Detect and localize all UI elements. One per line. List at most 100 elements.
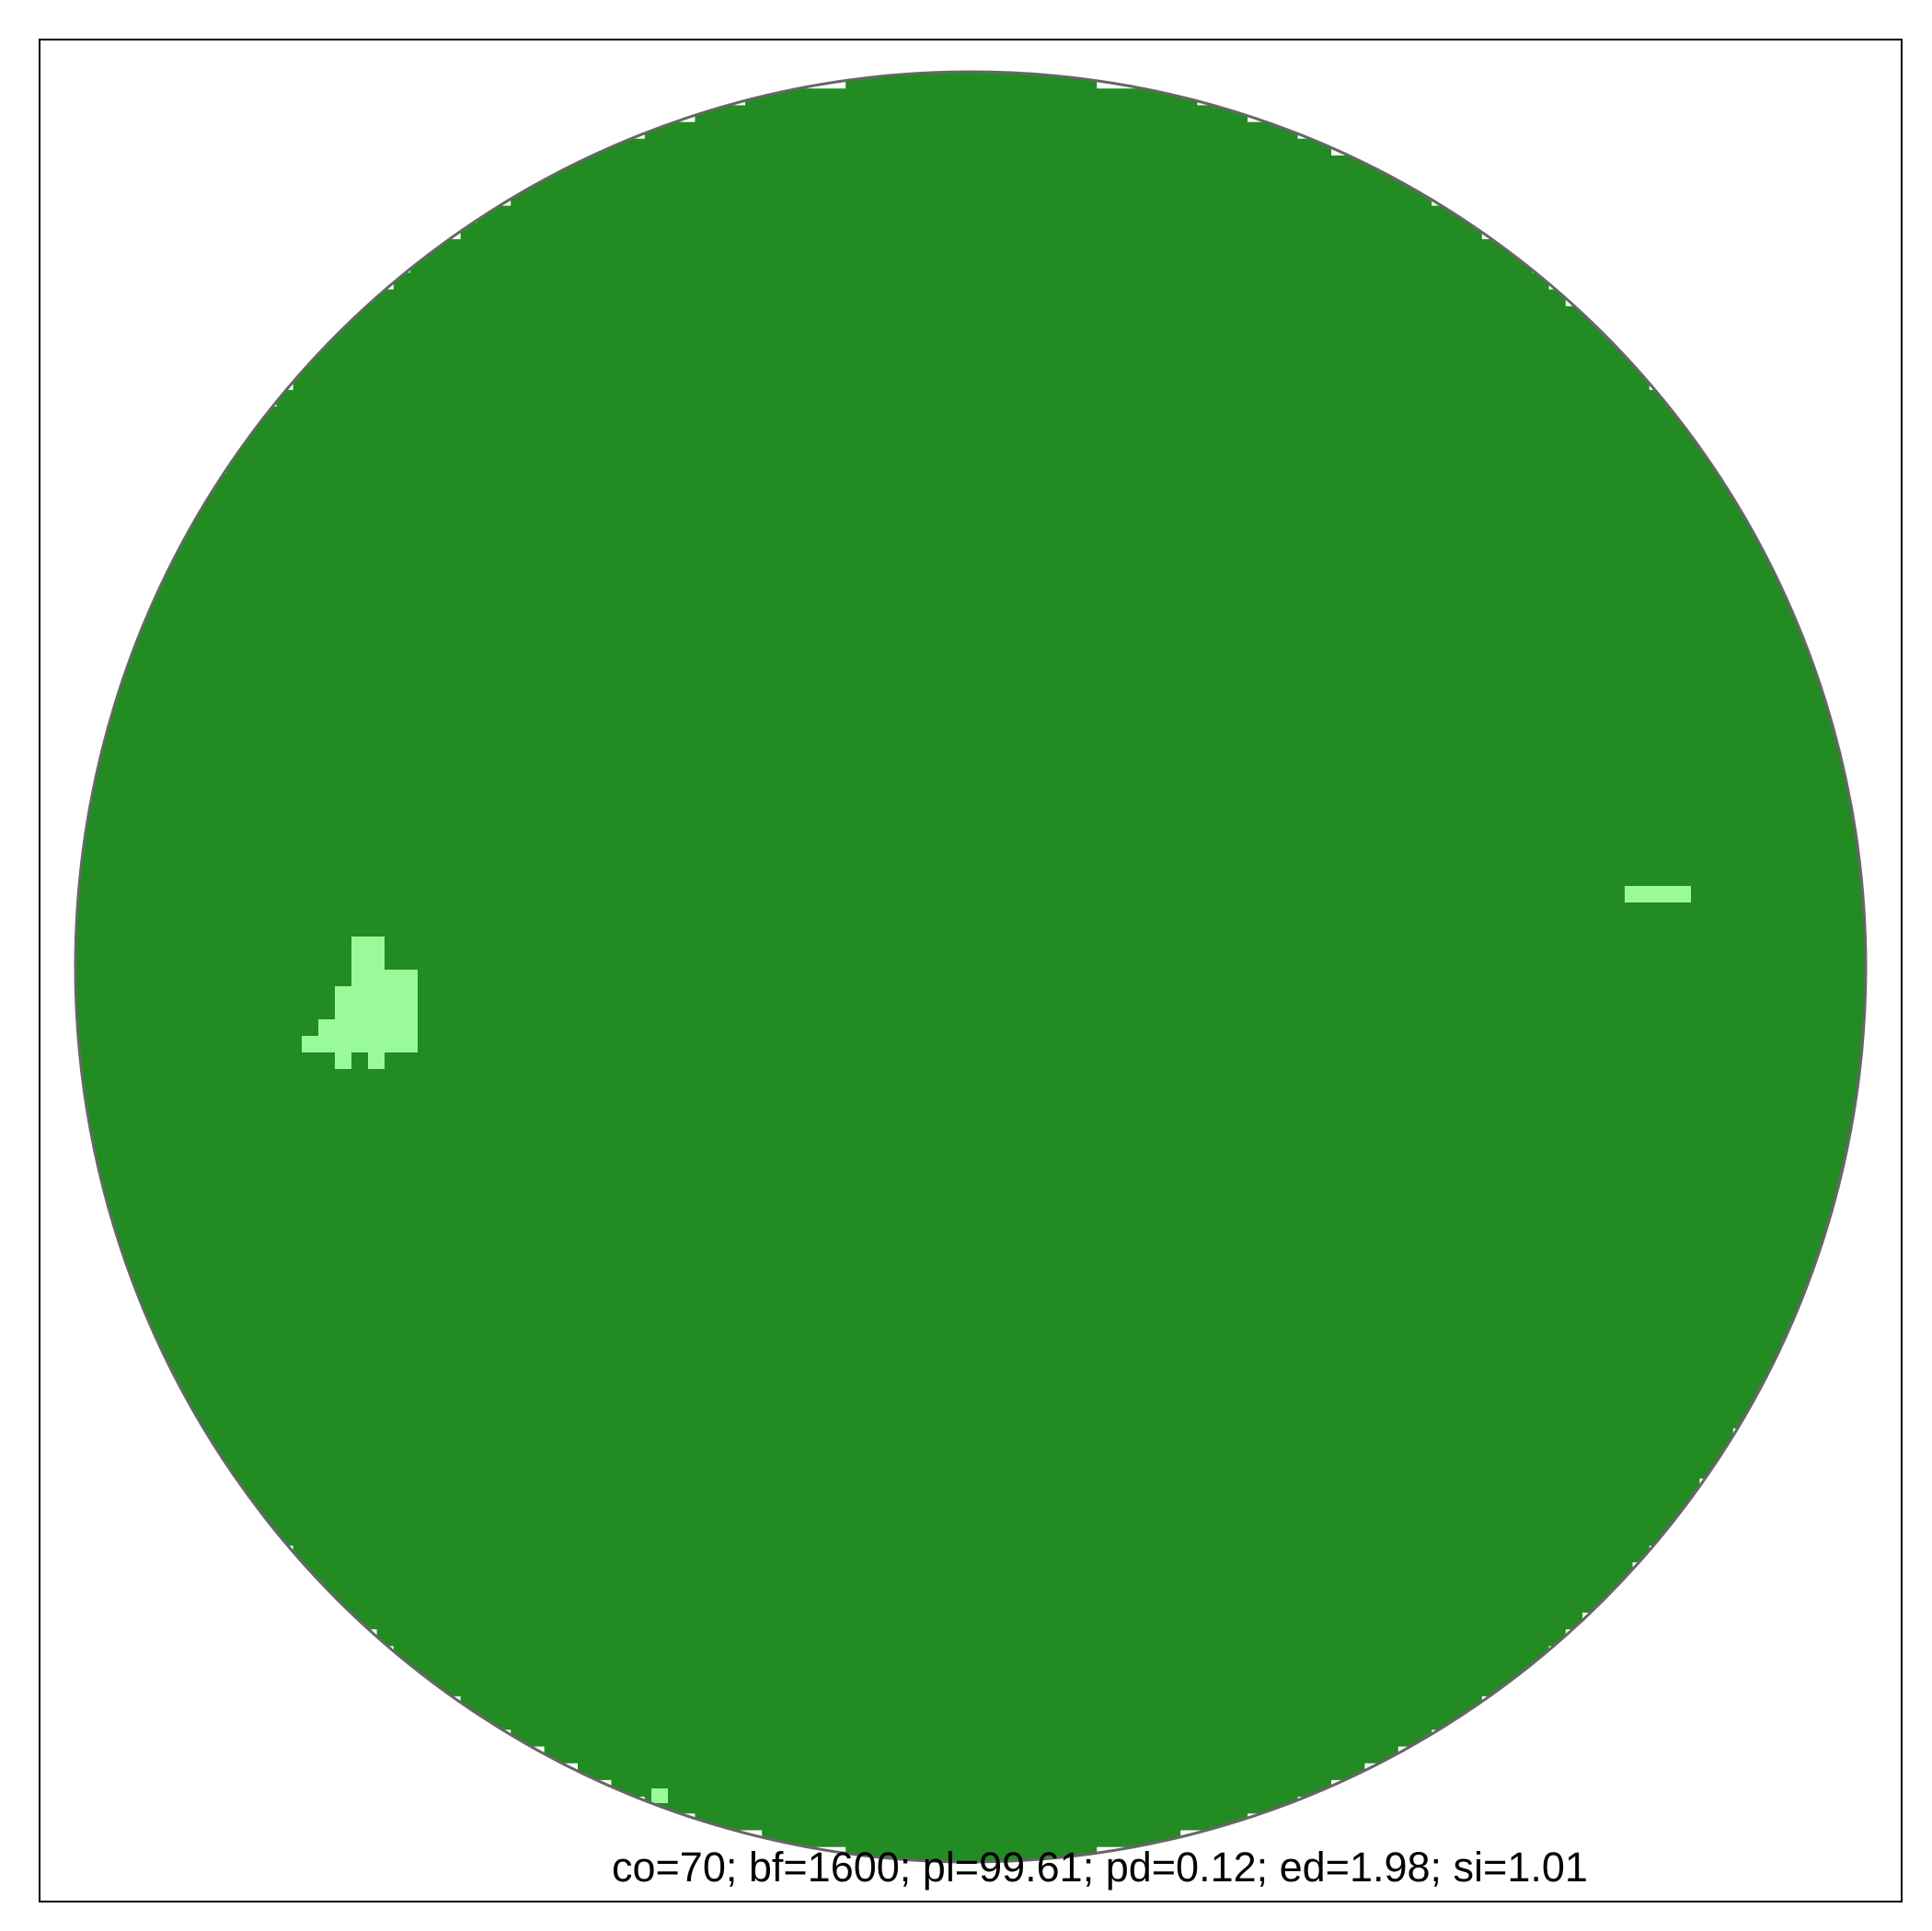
plot-frame — [39, 39, 1903, 1902]
habitat-row — [92, 1177, 1851, 1194]
habitat-row — [75, 959, 1866, 977]
habitat-row — [92, 1143, 1851, 1161]
habitat-row — [293, 356, 1650, 374]
habitat-row — [527, 172, 1415, 190]
habitat-row — [376, 1628, 1566, 1647]
habitat-row — [75, 1093, 1866, 1110]
habitat-row — [75, 942, 1866, 960]
habitat-row — [695, 1812, 1248, 1831]
habitat-row — [243, 1495, 1700, 1512]
habitat-row — [611, 1779, 1331, 1798]
habitat-row — [159, 574, 1784, 592]
habitat-row — [159, 557, 1784, 575]
habitat-row — [125, 640, 1817, 659]
habitat-row — [762, 1830, 1181, 1847]
habitat-row — [293, 1545, 1650, 1563]
habitat-row — [327, 1595, 1616, 1613]
habitat-raster — [75, 72, 1866, 1862]
habitat-row — [125, 1260, 1817, 1278]
non-habitat-cell — [302, 1036, 335, 1052]
habitat-row — [75, 1076, 1866, 1094]
habitat-row — [142, 1310, 1800, 1328]
habitat-row — [109, 1226, 1834, 1245]
habitat-row — [92, 1160, 1851, 1178]
habitat-row — [427, 1679, 1516, 1696]
habitat-row — [125, 658, 1817, 675]
habitat-row — [544, 1746, 1398, 1764]
habitat-row — [125, 1293, 1817, 1312]
habitat-row — [159, 1344, 1784, 1362]
habitat-row — [176, 523, 1767, 542]
habitat-row — [192, 490, 1750, 508]
habitat-row — [125, 1277, 1817, 1295]
habitat-row — [360, 289, 1566, 307]
habitat-row — [460, 222, 1482, 240]
habitat-row — [644, 121, 1298, 140]
habitat-row — [209, 473, 1733, 491]
habitat-row — [276, 1528, 1666, 1546]
habitat-row — [845, 72, 1098, 89]
habitat-row — [75, 842, 1866, 859]
habitat-row — [410, 1662, 1533, 1680]
habitat-row — [92, 724, 1851, 742]
non-habitat-patches — [302, 886, 1691, 1803]
non-habitat-cell — [351, 937, 385, 970]
habitat-row — [176, 1377, 1767, 1396]
habitat-row — [225, 440, 1717, 458]
habitat-row — [745, 88, 1198, 106]
habitat-row — [75, 808, 1866, 826]
habitat-row — [109, 707, 1834, 726]
habitat-row — [192, 1428, 1733, 1445]
habitat-row — [343, 305, 1600, 324]
habitat-row — [75, 1026, 1866, 1044]
non-habitat-cell — [651, 1788, 668, 1803]
habitat-row — [511, 189, 1432, 207]
habitat-row — [75, 1042, 1866, 1061]
habitat-row — [293, 1561, 1633, 1580]
habitat-row — [75, 1109, 1866, 1128]
habitat-row — [644, 1796, 1298, 1814]
non-habitat-cell — [385, 970, 418, 986]
habitat-row — [695, 105, 1248, 123]
habitat-row — [75, 1009, 1866, 1027]
habitat-row — [393, 1645, 1549, 1663]
habitat-row — [209, 1444, 1733, 1463]
habitat-row — [176, 1394, 1767, 1412]
non-habitat-cell — [1625, 886, 1691, 902]
habitat-row — [259, 407, 1684, 424]
habitat-row — [142, 1328, 1800, 1345]
habitat-row — [309, 339, 1633, 357]
habitat-row — [159, 1361, 1784, 1379]
habitat-row — [477, 205, 1466, 224]
habitat-row — [327, 323, 1616, 340]
habitat-row — [75, 875, 1866, 893]
habitat-row — [75, 975, 1866, 994]
habitat-row — [75, 1059, 1866, 1077]
habitat-row — [75, 909, 1866, 926]
habitat-row — [343, 1612, 1583, 1630]
habitat-row — [276, 389, 1666, 408]
non-habitat-cell — [335, 1052, 351, 1069]
habitat-row — [578, 1763, 1365, 1780]
non-habitat-cell — [351, 970, 385, 986]
habitat-row — [225, 1477, 1700, 1496]
habitat-row — [243, 423, 1700, 441]
habitat-row — [92, 758, 1851, 776]
habitat-row — [845, 1846, 1098, 1862]
habitat-row — [259, 1511, 1684, 1529]
habitat-row — [225, 1461, 1717, 1479]
habitat-row — [125, 624, 1817, 642]
habitat-row — [109, 674, 1834, 692]
habitat-row — [192, 1411, 1750, 1429]
habitat-row — [460, 1695, 1482, 1714]
boundary-circle — [74, 70, 1868, 1864]
habitat-row — [142, 607, 1800, 626]
habitat-row — [477, 1712, 1466, 1730]
habitat-row — [109, 691, 1834, 709]
habitat-row — [109, 1244, 1834, 1261]
non-habitat-cell — [335, 986, 418, 1019]
habitat-row — [92, 775, 1851, 793]
non-habitat-cell — [368, 1052, 385, 1069]
habitat-row — [75, 858, 1866, 877]
